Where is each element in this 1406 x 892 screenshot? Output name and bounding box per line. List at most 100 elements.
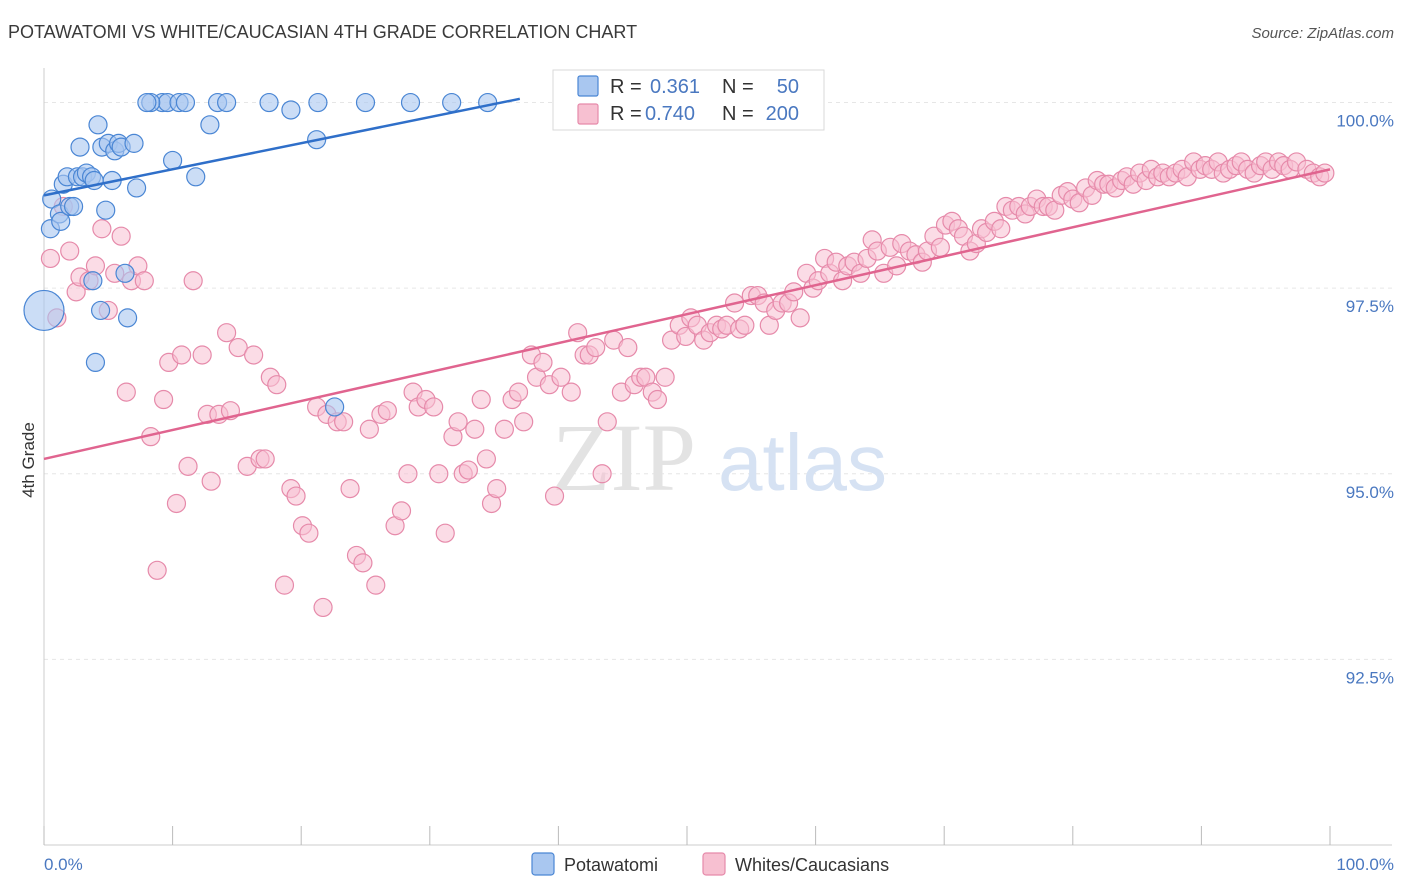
whites-point-0 <box>40 248 61 269</box>
whites-point-28 <box>217 323 237 343</box>
legend-n-label-1: N = <box>722 103 754 125</box>
whites-point-53 <box>377 401 397 421</box>
potawatomi-point-47 <box>325 397 345 417</box>
potawatomi-point-36 <box>259 92 279 113</box>
potawatomi-point-15 <box>88 115 108 135</box>
potawatomi-point-48 <box>124 133 144 153</box>
whites-point-100 <box>676 326 696 347</box>
whites-point-12 <box>116 382 136 402</box>
whites-point-88 <box>597 412 617 432</box>
potawatomi-point-44 <box>83 271 103 291</box>
gridlines <box>44 102 1392 660</box>
whites-point-26 <box>201 471 221 491</box>
whites-point-46 <box>334 412 354 432</box>
whites-point-47 <box>340 479 360 499</box>
whites-point-74 <box>508 382 529 402</box>
whites-point-82 <box>561 382 581 402</box>
potawatomi-point-46 <box>85 352 106 373</box>
whites-point-91 <box>618 337 638 358</box>
whites-point-142 <box>930 237 950 257</box>
whites-point-152 <box>991 219 1011 239</box>
potawatomi-point-49 <box>90 300 111 321</box>
potawatomi-point-10 <box>70 137 90 157</box>
legend-swatch-whites <box>577 103 599 125</box>
whites-point-17 <box>147 560 167 580</box>
whites-point-69 <box>476 449 496 469</box>
watermark-zip: ZIP <box>552 404 696 511</box>
whites-point-75 <box>514 412 534 432</box>
potawatomi-point-41 <box>442 92 462 113</box>
whites-point-15 <box>134 271 154 291</box>
whites-point-60 <box>424 397 444 417</box>
whites-point-119 <box>790 308 810 328</box>
whites-point-68 <box>471 389 491 410</box>
whites-point-78 <box>533 352 553 373</box>
legend-r-label-0: R = <box>610 76 642 98</box>
whites-point-86 <box>586 337 606 358</box>
whites-point-50 <box>359 419 379 439</box>
potawatomi-point-42 <box>478 92 498 113</box>
potawatomi-point-32 <box>217 92 237 113</box>
y-tick-label-0: 100.0% <box>1336 112 1394 131</box>
potawatomi-point-17 <box>96 200 116 220</box>
bottom-legend-label-potawatomi: Potawatomi <box>564 855 658 875</box>
chart-source: Source: ZipAtlas.com <box>1251 25 1394 42</box>
potawatomi-point-39 <box>355 92 376 113</box>
whites-point-110 <box>735 315 755 335</box>
whites-point-39 <box>286 486 306 506</box>
whites-point-8 <box>92 219 112 239</box>
potawatomi-point-40 <box>400 92 421 113</box>
whites-point-11 <box>111 226 131 246</box>
potawatomi-point-29 <box>137 92 157 113</box>
x-tick-label-max: 100.0% <box>1336 855 1394 874</box>
bottom-legend-swatch-whites <box>702 852 726 876</box>
y-tick-labels: 100.0% 97.5% 95.0% 92.5% <box>1336 112 1394 688</box>
legend-n-value-1: 200 <box>766 103 799 125</box>
series-whites-caucasians-points <box>40 152 1335 618</box>
whites-point-41 <box>299 523 319 543</box>
y-tick-label-2: 95.0% <box>1346 483 1394 502</box>
potawatomi-point-45 <box>115 263 135 283</box>
whites-point-64 <box>448 412 468 432</box>
legend-r-label-1: R = <box>610 103 642 125</box>
y-tick-label-1: 97.5% <box>1346 297 1394 316</box>
legend-n-label-0: N = <box>722 76 754 98</box>
whites-point-24 <box>192 345 212 365</box>
legend-swatch-potawatomi <box>577 75 599 97</box>
bottom-legend: Potawatomi Whites/Caucasians <box>531 852 889 876</box>
potawatomi-point-8 <box>63 196 84 217</box>
legend-r-value-1: 0.740 <box>645 103 695 125</box>
whites-point-43 <box>313 597 333 618</box>
potawatomi-point-38 <box>308 92 328 113</box>
whites-point-71 <box>487 479 507 499</box>
whites-point-80 <box>544 486 565 506</box>
whites-point-36 <box>267 375 287 395</box>
bottom-legend-swatch-potawatomi <box>531 852 555 876</box>
chart-title: POTAWATOMI VS WHITE/CAUCASIAN 4TH GRADE … <box>8 22 637 42</box>
whites-point-18 <box>153 389 174 410</box>
watermark: ZIP atlas <box>552 404 887 511</box>
trend-line-potawatomi <box>43 97 521 197</box>
bottom-legend-label-whites: Whites/Caucasians <box>735 855 889 875</box>
potawatomi-point-37 <box>281 100 301 120</box>
whites-point-20 <box>166 493 187 514</box>
potawatomi-point-24 <box>117 308 138 328</box>
y-tick-label-3: 92.5% <box>1346 668 1394 687</box>
legend-box: R = 0.361 N = 50 R = 0.740 N = 200 <box>552 69 825 131</box>
whites-point-21 <box>172 345 192 365</box>
trend-lines <box>43 97 1331 461</box>
whites-point-23 <box>183 271 203 291</box>
whites-point-96 <box>647 389 668 410</box>
whites-point-3 <box>60 241 80 261</box>
whites-point-56 <box>398 464 418 484</box>
y-axis-label: 4th Grade <box>19 422 38 498</box>
whites-point-81 <box>551 367 571 387</box>
potawatomi-point-30 <box>175 92 196 113</box>
whites-point-30 <box>228 337 248 358</box>
whites-point-22 <box>178 456 198 476</box>
whites-point-66 <box>458 460 478 480</box>
whites-point-67 <box>465 419 485 439</box>
whites-point-87 <box>592 464 612 484</box>
legend-n-value-0: 50 <box>777 76 799 98</box>
